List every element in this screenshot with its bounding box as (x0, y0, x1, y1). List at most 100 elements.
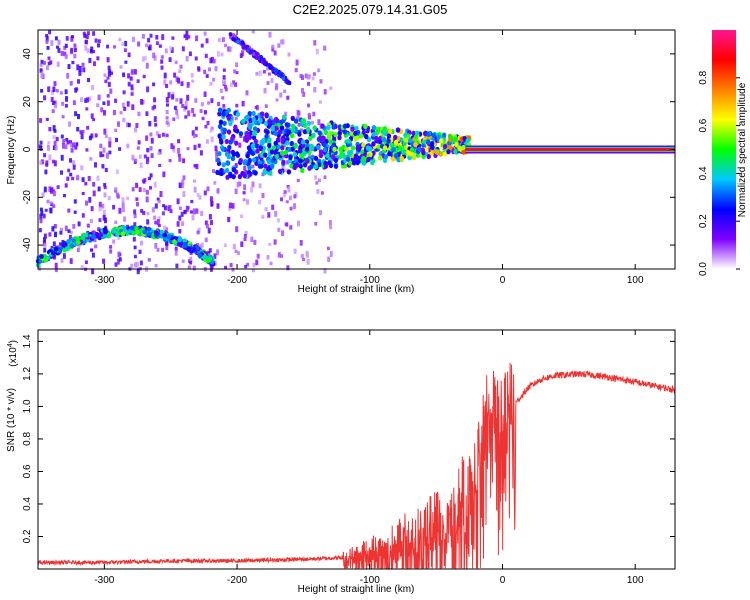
spectrogram-cell (393, 134, 398, 140)
spectrogram-cell (54, 103, 57, 109)
spectrogram-cell (99, 143, 103, 149)
spectrogram-cell (326, 124, 331, 131)
spectrogram-cell (71, 176, 75, 181)
spectrogram-cell (142, 180, 146, 184)
spectrogram-cell (318, 149, 324, 155)
spectrogram-cell (317, 119, 321, 126)
spectrogram-cell (57, 39, 61, 45)
spectrogram-cell (149, 146, 153, 151)
spectrogram-cell (130, 69, 134, 75)
spectrogram-cell (81, 177, 85, 183)
spectrogram-cell (192, 113, 196, 117)
spectrogram-cell (84, 260, 88, 264)
spectrogram-cell (162, 171, 166, 178)
spectrogram-cell (217, 123, 223, 130)
spectrogram-cell (393, 153, 399, 159)
figure-title: C2E2.2025.079.14.31.G05 (293, 2, 448, 17)
spectrogram-cell (209, 82, 213, 86)
spectrogram-cell (118, 257, 122, 262)
spectrogram-cell (387, 151, 392, 157)
spectrogram-cell (153, 116, 157, 123)
spectrogram-cell (156, 219, 160, 226)
spectrogram-cell (119, 111, 123, 115)
spectrogram-cell (330, 154, 336, 160)
spectrogram-cell (255, 51, 259, 56)
spectrogram-cell (285, 78, 289, 83)
spectrogram-cell (118, 37, 122, 42)
spectrogram-cell (346, 138, 351, 144)
spectrogram-cell (262, 70, 266, 74)
spectrogram-y-ticks: -40 -20 0 20 40 (22, 48, 675, 252)
spectrogram-cell (216, 203, 220, 209)
spectrogram-cell (43, 233, 47, 239)
spectrogram-cell (183, 243, 188, 248)
x-tick-label: -200 (227, 275, 247, 286)
spectrogram-cell (61, 101, 65, 106)
spectrogram-cell (78, 66, 82, 72)
spectrogram-cell (302, 151, 307, 157)
spectrogram-cell (177, 153, 181, 157)
spectrogram-cell (68, 234, 72, 240)
spectrogram-cell (289, 140, 294, 147)
spectrogram-cell (286, 129, 291, 135)
spectrogram-cell (325, 152, 330, 159)
spectrogram-cell (166, 234, 172, 240)
spectrogram-cell (168, 57, 172, 63)
spectrogram-cell (333, 132, 338, 138)
spectrogram-cell (439, 138, 444, 144)
spectrogram-cell (89, 248, 93, 252)
spectrogram-cell (101, 153, 105, 157)
snr-plot-area (38, 330, 675, 569)
spectrogram-cell (234, 163, 238, 168)
spectrogram-cell (135, 123, 139, 128)
spectrogram-cell (417, 146, 422, 152)
spectrogram-cell (77, 79, 80, 84)
spectrogram-cell (430, 144, 435, 150)
spectrogram-cell (52, 135, 56, 140)
spectrogram-cell (221, 162, 226, 168)
spectrogram-cell (124, 40, 128, 47)
spectrogram-cell (108, 141, 112, 148)
spectrogram-cell (275, 98, 279, 102)
spectrogram-cell (271, 204, 275, 210)
spectrogram-cell (91, 85, 95, 91)
spectrogram-cell (130, 88, 134, 93)
spectrogram-cell (82, 67, 86, 73)
spectrogram-cell (323, 45, 327, 51)
spectrogram-cell (67, 64, 71, 70)
spectrogram-cell (96, 175, 100, 181)
spectrogram-cell (212, 169, 215, 174)
spectrogram-cell (382, 157, 388, 164)
spectrogram-cell (101, 164, 105, 169)
spectrogram-cell (162, 225, 166, 230)
spectrogram-cell (273, 50, 277, 56)
spectrogram-cell (145, 43, 149, 48)
spectrogram-cell (261, 193, 265, 199)
spectrogram-cell (184, 106, 188, 110)
spectrogram-cell (241, 44, 245, 50)
spectrogram-cell (65, 138, 69, 142)
spectrogram-cell (51, 159, 55, 164)
spectrogram-cell (145, 111, 149, 117)
y-tick-label: 20 (22, 96, 33, 108)
spectrogram-cell (422, 139, 427, 145)
spectrogram-cell (236, 39, 240, 45)
spectrogram-cell (245, 131, 250, 137)
spectrogram-cell (103, 186, 107, 190)
spectrogram-cell (74, 145, 78, 150)
spectrogram-cell (180, 183, 184, 189)
spectrogram-cell (140, 240, 144, 246)
x-tick-label: 0 (500, 275, 506, 286)
spectrogram-cell (52, 125, 56, 131)
colorbar-tick-label: 0.6 (698, 118, 709, 132)
spectrogram-cell (81, 213, 85, 218)
spectrogram-cell (40, 59, 44, 65)
spectrogram-cell (363, 123, 368, 130)
spectrogram-cell (289, 163, 294, 169)
spectrogram-cell (200, 210, 204, 216)
spectrogram-cell (152, 82, 156, 87)
spectrogram-cell (258, 145, 263, 151)
spectrogram-cell (158, 44, 162, 48)
spectrogram-cell (200, 102, 204, 107)
